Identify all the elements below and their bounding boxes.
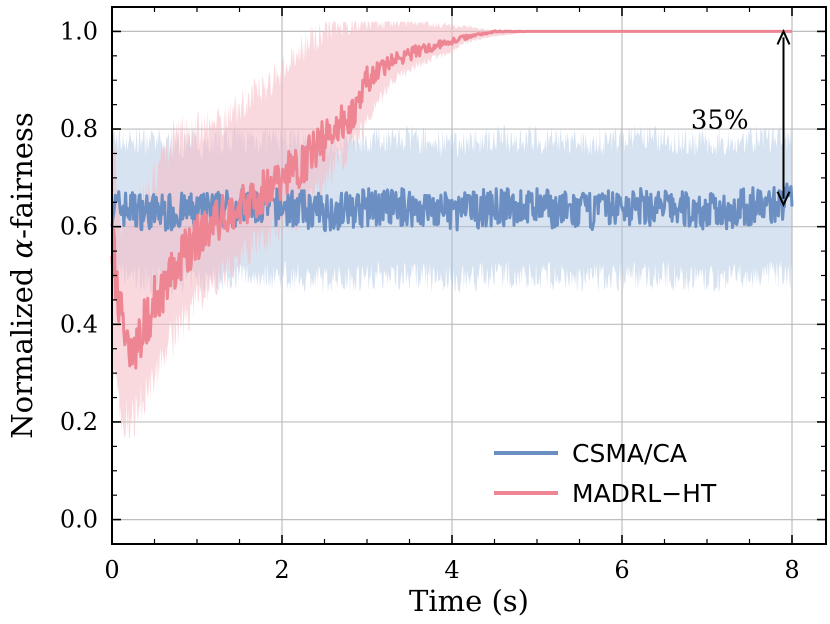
x-tick-label: 4 — [444, 556, 459, 584]
legend-label-madrl: MADRL−HT — [572, 479, 717, 508]
x-tick-label: 8 — [784, 556, 799, 584]
y-tick-label: 0.0 — [60, 506, 98, 534]
annotation-arrow-head-top — [776, 29, 791, 45]
line-series-0 — [110, 182, 794, 233]
y-axis-title-symbol: α — [5, 239, 39, 259]
x-tick-label: 0 — [104, 556, 119, 584]
y-tick-label: 0.6 — [60, 213, 98, 241]
y-axis-title: Normalized α-fairness — [5, 112, 39, 438]
band-series-1 — [112, 21, 792, 439]
legend-label-csma: CSMA/CA — [572, 439, 687, 468]
y-tick-label: 1.0 — [60, 17, 98, 45]
x-tick-label: 6 — [614, 556, 629, 584]
axis-ticks: 0 2 4 6 8 0.0 0.2 0.4 0.6 0.8 1.0 — [60, 7, 826, 584]
y-tick-label: 0.4 — [60, 310, 98, 338]
y-tick-label: 0.2 — [60, 408, 98, 436]
x-tick-label: 2 — [274, 556, 289, 584]
annotation: 35% — [691, 29, 791, 208]
y-axis-title-prefix: Normalized — [5, 258, 39, 438]
annotation-arrow-head-bottom — [776, 191, 791, 208]
series-lines — [110, 29, 794, 370]
legend: CSMA/CA MADRL−HT — [494, 439, 717, 508]
line-series-1 — [110, 29, 793, 370]
y-axis-title-suffix: -fairness — [5, 112, 39, 239]
annotation-label: 35% — [691, 105, 749, 135]
y-tick-label: 0.8 — [60, 115, 98, 143]
x-axis-title: Time (s) — [409, 584, 529, 618]
